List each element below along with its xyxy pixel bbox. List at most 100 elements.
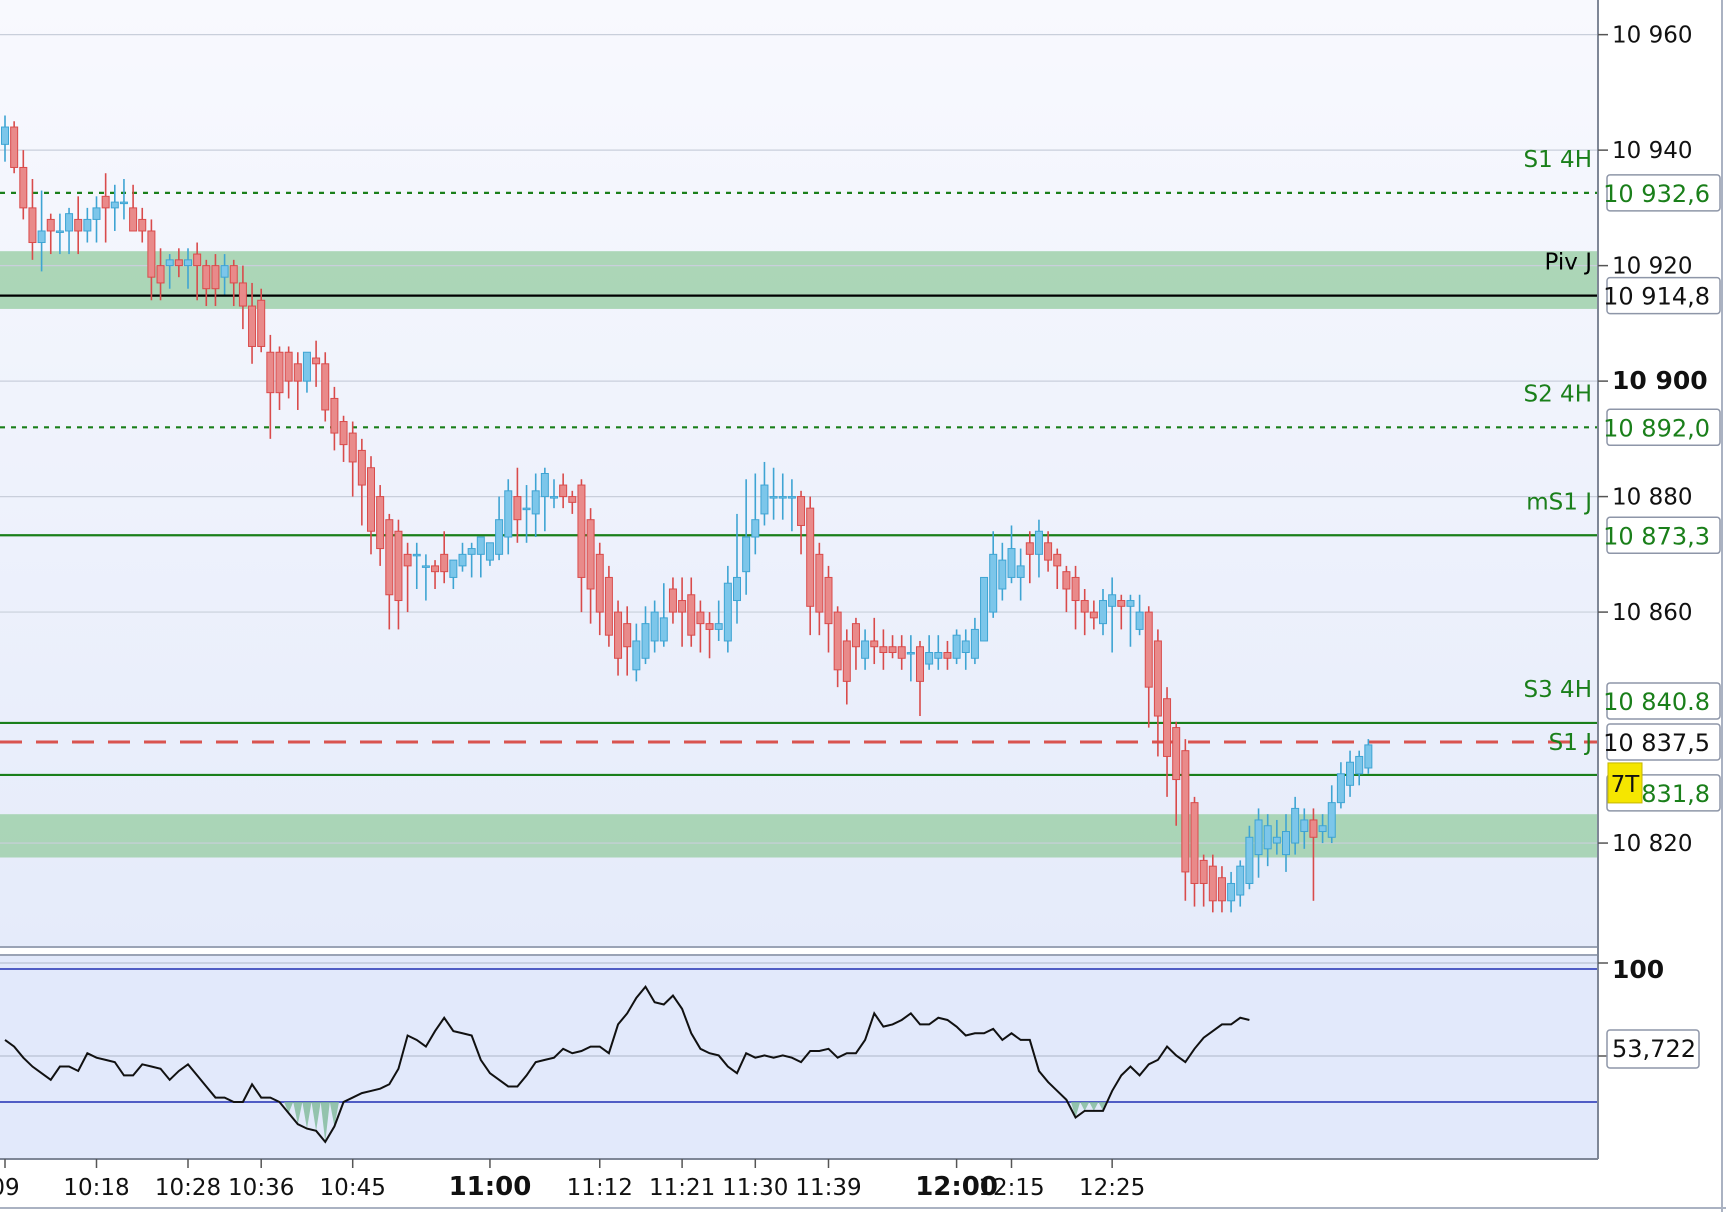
candle-body bbox=[778, 496, 787, 499]
candle-body bbox=[302, 351, 311, 382]
candle-body bbox=[101, 195, 110, 209]
candle-body bbox=[632, 640, 641, 671]
candle-body bbox=[485, 542, 494, 561]
candle-body bbox=[1327, 802, 1336, 838]
candle-body bbox=[1117, 600, 1126, 607]
candle-body bbox=[1208, 865, 1217, 902]
candle-body bbox=[1199, 859, 1208, 884]
candle-body bbox=[1190, 802, 1199, 884]
candle-body bbox=[184, 259, 192, 267]
price-value-box bbox=[1606, 408, 1721, 447]
candle-body bbox=[1236, 865, 1245, 896]
candle-body bbox=[211, 265, 220, 290]
candle-body bbox=[376, 496, 385, 550]
ticker-marker-label: 7T bbox=[1611, 772, 1641, 798]
candle-body bbox=[952, 634, 961, 659]
candle-body bbox=[943, 652, 952, 659]
candle-body bbox=[421, 565, 430, 568]
osc-value-label: 53,722 bbox=[1612, 1035, 1696, 1063]
price-value-box bbox=[1606, 174, 1721, 212]
candle-body bbox=[1062, 571, 1071, 590]
candle-body bbox=[321, 363, 330, 411]
candle-body bbox=[257, 299, 266, 347]
x-tick-label: 10:18 bbox=[63, 1175, 129, 1201]
x-tick-label: 12:25 bbox=[1079, 1175, 1145, 1201]
level-name-label: S2 4H bbox=[1524, 381, 1592, 407]
candle-body bbox=[1025, 542, 1034, 555]
candle-body bbox=[870, 640, 879, 648]
candle-body bbox=[202, 265, 211, 290]
price-value-label: 10 840.8 bbox=[1603, 688, 1710, 716]
candle-body bbox=[330, 397, 339, 434]
x-tick-label: 09 bbox=[0, 1175, 20, 1201]
x-tick-label: 10:45 bbox=[320, 1175, 386, 1201]
oscillator-plot-background bbox=[0, 955, 1598, 1159]
candle-body bbox=[1044, 542, 1053, 561]
candle-body bbox=[147, 230, 156, 278]
candle-body bbox=[714, 623, 723, 630]
level-name-label: S3 4H bbox=[1524, 677, 1592, 703]
ticker-marker bbox=[1607, 762, 1643, 804]
level-name-label: S1 4H bbox=[1524, 147, 1592, 173]
candle-body bbox=[559, 484, 568, 498]
candle-body bbox=[522, 507, 531, 511]
x-tick-label: 12:15 bbox=[978, 1175, 1044, 1201]
x-tick-label: 11:00 bbox=[449, 1172, 532, 1202]
candle-body bbox=[238, 282, 247, 307]
candle-body bbox=[119, 201, 128, 205]
candle-body bbox=[934, 652, 943, 659]
candle-body bbox=[787, 496, 796, 499]
candle-body bbox=[74, 218, 83, 232]
x-tick-label: 11:21 bbox=[649, 1175, 715, 1201]
x-tick-label: 10:36 bbox=[228, 1175, 294, 1201]
y-tick-label: 10 900 bbox=[1612, 366, 1708, 395]
candle-body bbox=[1272, 836, 1281, 844]
x-tick-label: 10:28 bbox=[155, 1175, 221, 1201]
price-value-box bbox=[1606, 276, 1721, 315]
candle-body bbox=[568, 496, 577, 503]
price-value-label: 10 932,6 bbox=[1603, 180, 1710, 208]
candle-body bbox=[1227, 882, 1236, 902]
candle-body bbox=[1089, 611, 1098, 619]
y-tick-label: 10 860 bbox=[1612, 600, 1692, 626]
candle-body bbox=[1300, 819, 1309, 833]
y-tick-label: 10 940 bbox=[1612, 138, 1692, 164]
candle-body bbox=[412, 553, 421, 557]
candle-body bbox=[961, 640, 970, 654]
candle-body bbox=[742, 536, 751, 573]
oscillator-line bbox=[4, 984, 1250, 1144]
candle-body bbox=[970, 628, 979, 659]
candle-body bbox=[431, 565, 440, 573]
candle-body bbox=[138, 218, 147, 232]
price-value-label: 10 914,8 bbox=[1603, 283, 1710, 311]
candle-body bbox=[385, 519, 394, 596]
main-plot-background bbox=[0, 0, 1598, 947]
candle-body bbox=[614, 611, 623, 659]
candle-body bbox=[156, 265, 165, 284]
candle-body bbox=[980, 576, 989, 642]
candle-body bbox=[678, 600, 687, 613]
price-value-box bbox=[1606, 723, 1721, 761]
candle-body bbox=[1034, 530, 1043, 555]
candle-body bbox=[769, 496, 778, 499]
candle-body bbox=[467, 548, 476, 555]
candle-body bbox=[604, 576, 613, 636]
candle-body bbox=[833, 611, 842, 671]
x-tick-label: 11:30 bbox=[722, 1175, 788, 1201]
x-tick-label: 11:12 bbox=[567, 1175, 633, 1201]
candle-body bbox=[65, 213, 74, 232]
candle-body bbox=[989, 553, 998, 613]
y-tick-label: 10 820 bbox=[1612, 831, 1692, 857]
candle-body bbox=[1355, 755, 1364, 775]
price-value-box bbox=[1606, 682, 1721, 720]
candle-body bbox=[897, 646, 906, 659]
candle-body bbox=[293, 363, 302, 382]
candle-body bbox=[193, 253, 202, 267]
candle-body bbox=[1245, 836, 1254, 884]
candle-body bbox=[394, 530, 403, 602]
candle-body bbox=[888, 646, 897, 654]
candle-body bbox=[1163, 698, 1172, 757]
osc-value-box bbox=[1606, 1029, 1700, 1069]
candle-body bbox=[10, 126, 19, 168]
y-tick-label: 10 960 bbox=[1612, 23, 1692, 49]
